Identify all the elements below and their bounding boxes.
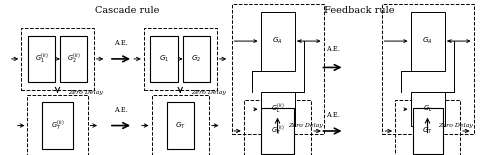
Text: $G_2$: $G_2$	[192, 54, 202, 64]
Text: $G_T^{(k)}$: $G_T^{(k)}$	[50, 118, 64, 133]
Bar	[166, 102, 194, 149]
Bar	[244, 100, 311, 155]
Bar	[150, 36, 178, 82]
Text: Zero Delay: Zero Delay	[192, 90, 226, 95]
Text: A.E.: A.E.	[326, 45, 340, 53]
Text: $G_2^{(k)}$: $G_2^{(k)}$	[66, 52, 80, 66]
Bar	[410, 92, 444, 126]
Text: Feedback rule: Feedback rule	[324, 6, 394, 15]
Text: A.E.: A.E.	[114, 39, 128, 47]
Bar	[262, 108, 294, 154]
Text: Zero Delay: Zero Delay	[438, 123, 474, 128]
Bar	[395, 100, 460, 155]
Bar	[183, 36, 210, 82]
Bar	[410, 12, 444, 71]
Text: $G_L^{(k)}$: $G_L^{(k)}$	[270, 102, 284, 116]
Bar	[232, 4, 324, 134]
Bar	[28, 36, 56, 82]
Bar	[412, 108, 442, 154]
Bar	[260, 92, 294, 126]
Bar	[28, 95, 88, 155]
Text: $G_T$: $G_T$	[422, 126, 433, 136]
Text: A.E.: A.E.	[326, 111, 340, 120]
Text: Zero Delay: Zero Delay	[288, 123, 324, 128]
Text: $G_T$: $G_T$	[175, 120, 186, 131]
Text: $G_A$: $G_A$	[422, 36, 433, 46]
Text: Cascade rule: Cascade rule	[96, 6, 160, 15]
Bar	[60, 36, 88, 82]
Bar	[260, 12, 294, 71]
Bar	[382, 4, 474, 134]
Bar	[152, 95, 209, 155]
Text: A.E.: A.E.	[114, 106, 128, 114]
Text: $G_L$: $G_L$	[423, 104, 432, 114]
Text: $G_1^{(k)}$: $G_1^{(k)}$	[34, 52, 48, 66]
Bar	[42, 102, 72, 149]
Text: Zero Delay: Zero Delay	[68, 90, 104, 95]
Text: $G_A$: $G_A$	[272, 36, 283, 46]
Bar	[144, 28, 217, 90]
Text: $G_T^{(k)}$: $G_T^{(k)}$	[270, 124, 284, 138]
Text: $G_1$: $G_1$	[159, 54, 169, 64]
Bar	[21, 28, 94, 90]
